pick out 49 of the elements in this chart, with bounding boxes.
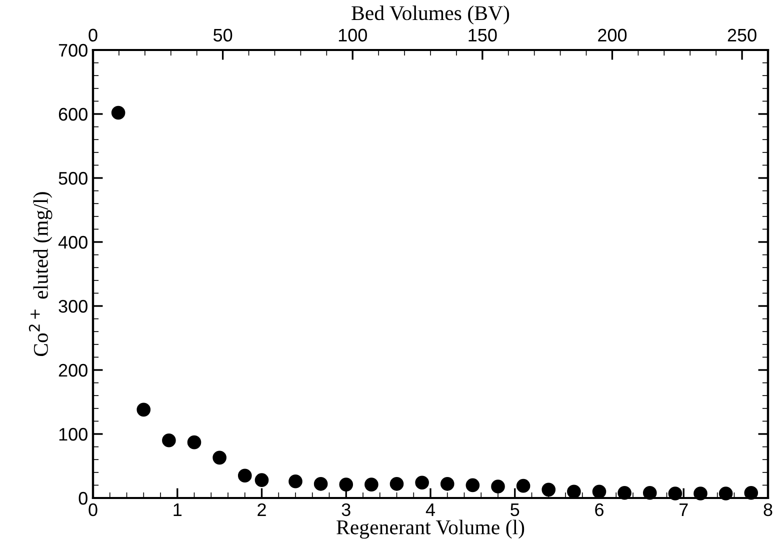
x-tick-label: 7: [680, 504, 688, 516]
x2-tick-label: 150: [468, 28, 497, 42]
x2-tick-label: 0: [88, 28, 98, 42]
x-tick-label: 2: [258, 503, 266, 516]
x-tick-label: 1: [174, 504, 182, 516]
point: [136, 402, 151, 417]
x-tick-label: 5: [510, 504, 520, 516]
x-tick-label: 4: [426, 504, 435, 516]
y-tick-label: 100: [59, 428, 88, 441]
point: [212, 450, 226, 465]
point: [415, 476, 429, 490]
point: [111, 106, 126, 120]
point: [744, 486, 758, 500]
point: [642, 486, 657, 500]
point: [440, 477, 454, 491]
y-tick-label: 700: [58, 44, 88, 57]
x2-tick-label: 250: [728, 28, 756, 42]
point: [516, 478, 530, 493]
point: [187, 435, 202, 450]
x-tick-label: 3: [342, 503, 350, 516]
point: [314, 477, 328, 491]
point: [466, 478, 480, 492]
point: [288, 474, 302, 488]
y-axis-title: Co$^{2+}$ eluted (mg/l): [28, 192, 52, 356]
x2-tick-label: 50: [213, 28, 232, 42]
y-tick-label: 0: [78, 492, 88, 505]
y-tick-label: 300: [58, 300, 88, 313]
x2-tick-label: 200: [598, 28, 627, 42]
y-tick-label: 500: [58, 172, 88, 185]
point: [238, 468, 252, 483]
x2-axis-title: Bed Volumes (BV): [352, 6, 510, 24]
x-tick-label: 8: [764, 503, 772, 516]
y-tick-label: 400: [58, 236, 88, 249]
point: [390, 477, 404, 491]
y-tick-label: 200: [58, 364, 88, 377]
x2-tick-label: 100: [338, 28, 367, 42]
point: [491, 480, 505, 494]
y-tick-label: 600: [58, 108, 88, 121]
point: [542, 482, 556, 497]
point: [162, 433, 176, 448]
x-tick-label: 0: [88, 503, 98, 516]
point: [567, 484, 581, 499]
point: [592, 484, 606, 499]
point: [254, 473, 269, 487]
x-tick-label: 6: [595, 503, 604, 516]
point: [694, 486, 708, 500]
x-axis-title: Regenerant Volume (l): [336, 520, 524, 539]
point: [339, 478, 354, 492]
point: [364, 478, 378, 492]
